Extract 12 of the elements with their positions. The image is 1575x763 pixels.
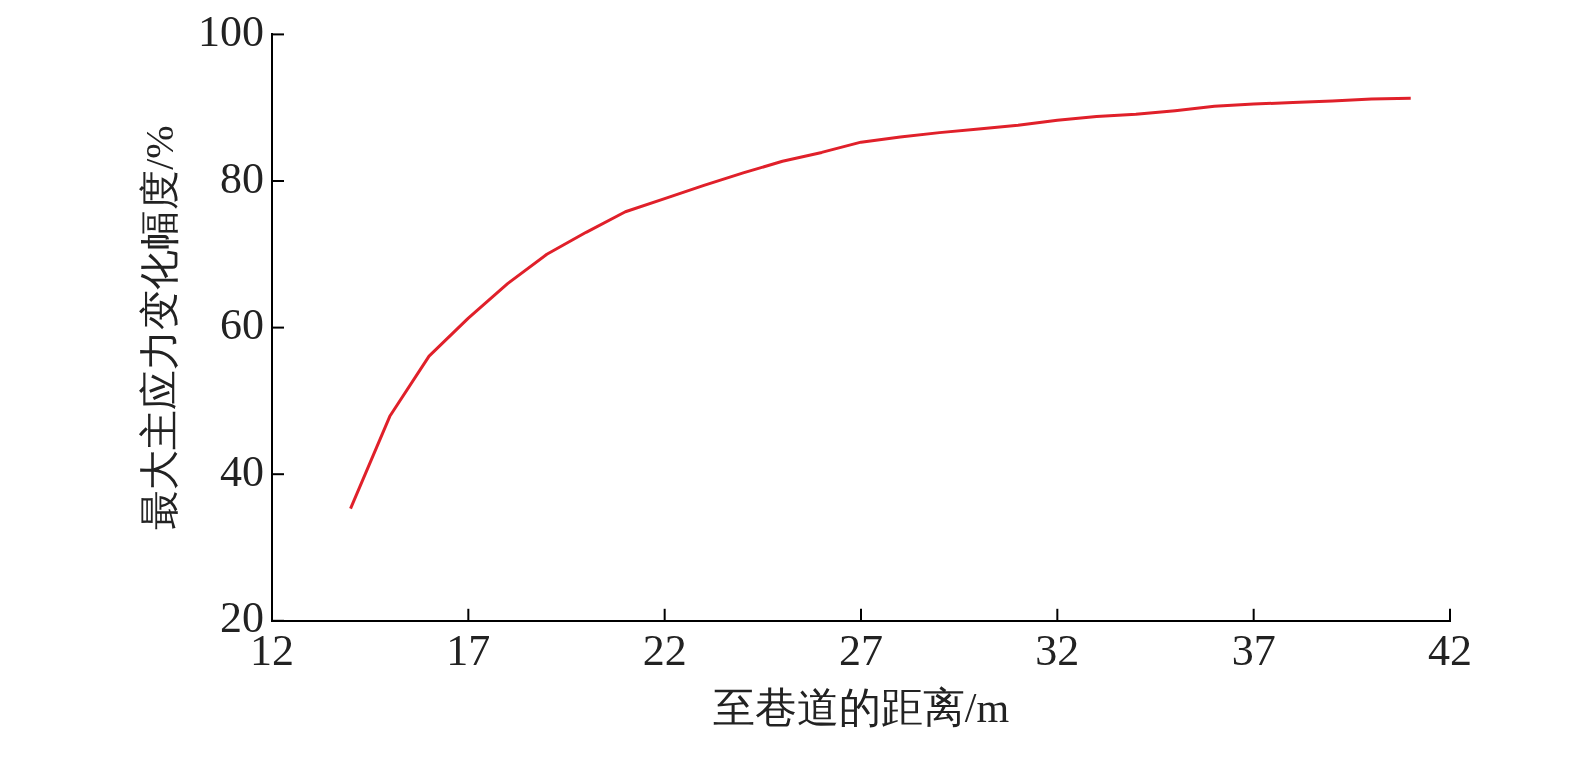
x-tick-label: 37 [1231,625,1276,675]
y-tick-label: 40 [220,446,264,496]
y-tick-label: 60 [220,300,264,350]
x-tick-label: 42 [1428,625,1472,675]
x-axis-title: 至巷道的距离/m [712,684,1010,731]
y-tick-label: 80 [220,153,264,203]
x-tick-label: 17 [446,625,491,675]
x-tick-label: 22 [642,625,687,675]
y-tick-label: 100 [198,6,264,56]
y-axis-title: 最大主应力变化幅度/% [136,125,182,530]
x-tick-label: 32 [1035,625,1080,675]
x-tick-label: 27 [839,625,883,675]
